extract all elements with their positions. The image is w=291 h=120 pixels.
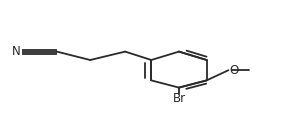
Text: N: N xyxy=(12,45,20,58)
Text: O: O xyxy=(229,64,238,77)
Text: Br: Br xyxy=(172,93,186,105)
